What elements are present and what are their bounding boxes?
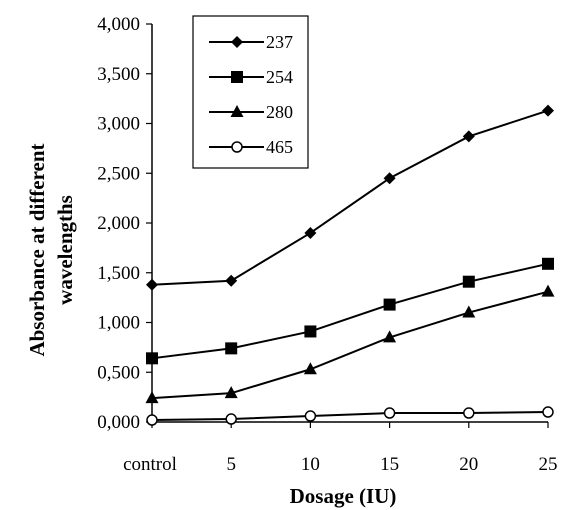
data-point-465 [542, 406, 554, 418]
data-point-280 [541, 284, 555, 297]
x-tick-label: 5 [226, 454, 236, 475]
y-axis-title-line-2: wavelengths [53, 195, 77, 305]
legend-label-280: 280 [266, 102, 293, 122]
data-point-237 [383, 172, 396, 185]
y-tick-label: 1,000 [97, 313, 140, 334]
data-point-237 [462, 130, 475, 143]
y-tick-label: 2,500 [97, 163, 140, 184]
data-point-237 [225, 274, 238, 287]
legend-label-237: 237 [266, 32, 293, 52]
data-point-254 [146, 352, 158, 365]
data-point-465 [146, 414, 158, 426]
legend-label-254: 254 [266, 67, 293, 87]
x-tick-label: 20 [459, 454, 478, 475]
data-point-280 [224, 386, 238, 399]
x-axis-title: Dosage (IU) [290, 484, 397, 508]
x-tick-label: 10 [301, 454, 320, 475]
y-axis-title: Absorbance at different wavelengths [25, 143, 77, 356]
data-point-280 [462, 305, 476, 318]
legend-label-465: 465 [266, 137, 293, 157]
legend-marker-280 [230, 105, 244, 117]
y-axis-title-line-1: Absorbance at different [25, 143, 49, 356]
data-point-280 [145, 391, 159, 404]
y-tick-label: 2,000 [97, 213, 140, 234]
y-tick-label: 3,000 [97, 114, 140, 135]
data-point-254 [383, 298, 396, 311]
data-point-465 [225, 413, 237, 425]
y-tick-label: 0,000 [97, 412, 140, 433]
data-point-237 [146, 278, 158, 291]
data-point-465 [383, 407, 396, 419]
series-line-280 [151, 290, 549, 400]
legend-marker-237 [231, 36, 243, 48]
data-point-465 [304, 410, 317, 422]
series-line-237 [151, 109, 549, 286]
data-point-237 [542, 104, 554, 117]
legend-marker-254 [231, 71, 243, 83]
data-point-254 [225, 342, 238, 355]
y-tick-label: 3,500 [97, 64, 140, 85]
data-point-280 [383, 330, 397, 343]
data-point-254 [542, 257, 554, 270]
data-point-254 [304, 325, 317, 338]
x-tick-label: 15 [380, 454, 399, 475]
y-tick-label: 0,500 [97, 362, 140, 383]
x-tick-label: control [123, 454, 177, 475]
data-point-254 [462, 275, 475, 288]
data-point-280 [303, 362, 317, 375]
series-line-465 [151, 411, 549, 422]
y-tick-label: 1,500 [97, 263, 140, 284]
legend-marker-465 [231, 141, 243, 153]
series-line-254 [151, 262, 549, 360]
y-tick-label: 4,000 [97, 14, 140, 35]
data-point-237 [304, 226, 317, 239]
data-point-465 [463, 407, 475, 419]
x-tick-label: 25 [539, 454, 558, 475]
